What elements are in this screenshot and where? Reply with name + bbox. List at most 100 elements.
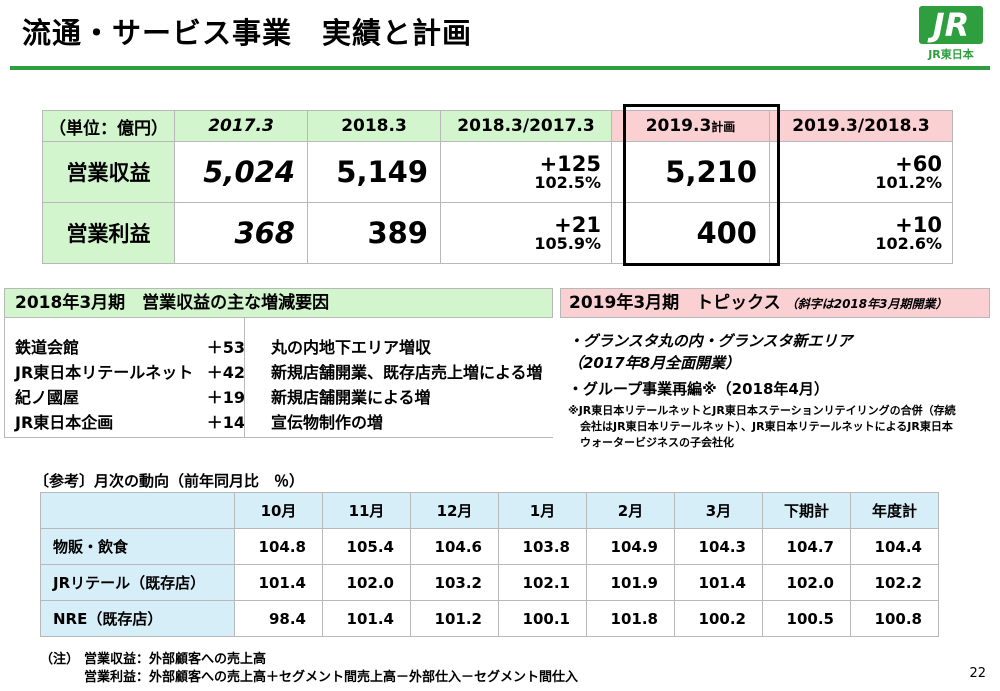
col-header: 1月 [498, 492, 587, 529]
topics-body: ・グランスタ丸の内・グランスタ新エリア （2017年8月全面開業） ・グループ事… [560, 318, 990, 449]
cell: 104.4 [850, 528, 939, 565]
diff-percent: 105.9% [534, 233, 601, 253]
col-yoy-2019: 2019.3/2018.3 [769, 110, 953, 142]
cell: 98.4 [234, 600, 323, 637]
diff-2018: +21 105.9% [440, 202, 612, 264]
plan-highlight-box [623, 104, 780, 266]
col-header: 11月 [322, 492, 411, 529]
factor-reason: 宣伝物制作の増 [271, 413, 384, 432]
row-label: 営業利益 [42, 202, 175, 264]
col-2019-plan: 2019.3計画 [611, 110, 770, 142]
factors-header: 2018年3月期 営業収益の主な増減要因 [4, 288, 553, 318]
cell: 104.8 [234, 528, 323, 565]
topic-footnote: ※JR東日本リテールネットとJR東日本ステーションリテイリングの合併（存続 [568, 404, 956, 417]
unit-label: （単位：億円） [42, 110, 175, 142]
col-header: 12月 [410, 492, 499, 529]
diff-amount: +60 [895, 151, 942, 176]
factor-reason: 新規店舗開業、既存店売上増による増 [271, 363, 543, 382]
cell: 100.1 [498, 600, 587, 637]
factor-value: ＋19 [206, 388, 245, 407]
cell: 102.2 [850, 564, 939, 601]
notes-prefix: （注） [40, 652, 80, 667]
summary-row-operating-income: 営業利益 368 389 +21 105.9% 400 +10 102.6% [42, 202, 953, 264]
table-row: 物販・飲食 104.8 105.4 104.6 103.8 104.9 104.… [40, 528, 939, 565]
factors-divider [244, 318, 245, 438]
cell: 104.9 [586, 528, 675, 565]
row-label: 営業収益 [42, 141, 175, 203]
cell: 102.1 [498, 564, 587, 601]
cell: 102.0 [762, 564, 851, 601]
diff-2019: +60 101.2% [769, 141, 953, 203]
topics-title: 2019年3月期 トピックス [569, 293, 781, 313]
page-number: 22 [969, 666, 986, 681]
cell: 104.3 [674, 528, 763, 565]
value-2017: 368 [174, 202, 308, 264]
jr-east-logo: JR JR東日本 [915, 6, 987, 62]
col-header: 年度計 [850, 492, 939, 529]
monthly-table-label: 〔参考〕月次の動向（前年同月比 ％） [34, 472, 305, 490]
row-label: NRE（既存店） [40, 600, 235, 637]
topic-footnote: 会社はJR東日本リテールネット）、JR東日本リテールネットによるJR東日本 [580, 420, 953, 433]
monthly-table: 10月 11月 12月 1月 2月 3月 下期計 年度計 物販・飲食 104.8… [40, 492, 939, 637]
value-2018: 5,149 [307, 141, 441, 203]
diff-percent: 102.5% [534, 172, 601, 192]
cell: 100.2 [674, 600, 763, 637]
monthly-header-row: 10月 11月 12月 1月 2月 3月 下期計 年度計 [40, 492, 939, 529]
topic-footnote: ウォータービジネスの子会社化 [580, 436, 734, 449]
logo-text: JR東日本 [928, 48, 974, 61]
value-2017: 5,024 [174, 141, 308, 203]
diff-amount: +10 [895, 212, 942, 237]
factor-company: JR東日本リテールネット [15, 363, 194, 382]
note-line: 営業利益：外部顧客への売上高＋セグメント間売上高－外部仕入－セグメント間仕入 [84, 670, 579, 685]
cell: 101.2 [410, 600, 499, 637]
table-row: JRリテール（既存店） 101.4 102.0 103.2 102.1 101.… [40, 564, 939, 601]
factor-value: ＋53 [206, 338, 245, 357]
diff-2019: +10 102.6% [769, 202, 953, 264]
row-label: JRリテール（既存店） [40, 564, 235, 601]
cell: 101.9 [586, 564, 675, 601]
col-header: 10月 [234, 492, 323, 529]
col-yoy-2018: 2018.3/2017.3 [440, 110, 612, 142]
diff-2018: +125 102.5% [440, 141, 612, 203]
factors-body: 鉄道会館 ＋53 丸の内地下エリア増収 JR東日本リテールネット ＋42 新規店… [4, 318, 553, 438]
topics-header: 2019年3月期 トピックス （斜字は2018年3月期開業） [560, 288, 990, 318]
cell: 100.8 [850, 600, 939, 637]
cell: 101.8 [586, 600, 675, 637]
title-underline [10, 66, 990, 70]
factor-company: 紀ノ國屋 [15, 388, 80, 407]
cell: 104.6 [410, 528, 499, 565]
cell: 100.5 [762, 600, 851, 637]
value-2018: 389 [307, 202, 441, 264]
col-header: 下期計 [762, 492, 851, 529]
cell: 101.4 [674, 564, 763, 601]
factor-reason: 丸の内地下エリア増収 [271, 338, 432, 357]
table-row: NRE（既存店） 98.4 101.4 101.2 100.1 101.8 10… [40, 600, 939, 637]
cell: 104.7 [762, 528, 851, 565]
diff-amount: +125 [539, 151, 601, 176]
factor-company: 鉄道会館 [15, 338, 80, 357]
cell: 105.4 [322, 528, 411, 565]
diff-percent: 102.6% [875, 233, 942, 253]
factor-value: ＋42 [206, 363, 245, 382]
factor-reason: 新規店舗開業による増 [271, 388, 431, 407]
topic-item-sub: （2017年8月全面開業） [568, 354, 741, 372]
page-title: 流通・サービス事業 実績と計画 [22, 16, 473, 50]
header-corner [40, 492, 235, 529]
topics-note: （斜字は2018年3月期開業） [785, 297, 948, 311]
cell: 103.8 [498, 528, 587, 565]
col-header: 2月 [586, 492, 675, 529]
summary-row-revenue: 営業収益 5,024 5,149 +125 102.5% 5,210 +60 1… [42, 141, 953, 203]
topic-item: ・グランスタ丸の内・グランスタ新エリア [568, 332, 853, 350]
col-2017: 2017.3 [174, 110, 308, 142]
col-2019-plan-tag: 計画 [711, 120, 736, 134]
topic-item: ・グループ事業再編※（2018年4月） [568, 380, 829, 398]
col-header: 3月 [674, 492, 763, 529]
col-2019-year: 2019.3 [645, 116, 712, 136]
diff-amount: +21 [554, 212, 601, 237]
logo-mark: JR [919, 6, 983, 44]
cell: 101.4 [234, 564, 323, 601]
cell: 102.0 [322, 564, 411, 601]
factor-company: JR東日本企画 [15, 413, 114, 432]
factor-value: ＋14 [206, 413, 245, 432]
note-line: 営業収益：外部顧客への売上高 [84, 652, 267, 667]
